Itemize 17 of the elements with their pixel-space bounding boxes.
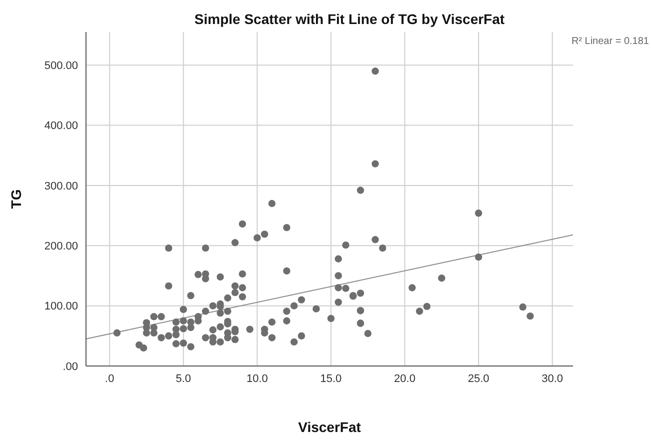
x-tick-label: 30.0	[542, 372, 564, 385]
y-tick-label: 500.00	[44, 60, 78, 72]
y-tick-label: 200.00	[44, 240, 78, 253]
x-tick-label: 20.0	[394, 372, 416, 385]
x-tick-label: 10.0	[246, 372, 268, 385]
x-tick-label: 25.0	[468, 372, 490, 385]
y-tick-label: 100.00	[44, 300, 78, 313]
y-tick-label: .00	[62, 360, 78, 373]
y-axis-title: TG	[8, 189, 24, 209]
y-tick-label: 400.00	[44, 120, 78, 132]
x-tick-label: 5.0	[176, 372, 192, 385]
x-axis-title: ViscerFat	[298, 419, 362, 435]
x-tick-label: 15.0	[320, 372, 342, 385]
y-tick-label: 300.00	[44, 180, 78, 192]
x-tick-label: .0	[105, 372, 114, 385]
chart-title: Simple Scatter with Fit Line of TG by ViscerFat	[194, 11, 505, 27]
annotation: R² Linear = 0.181	[571, 36, 650, 47]
